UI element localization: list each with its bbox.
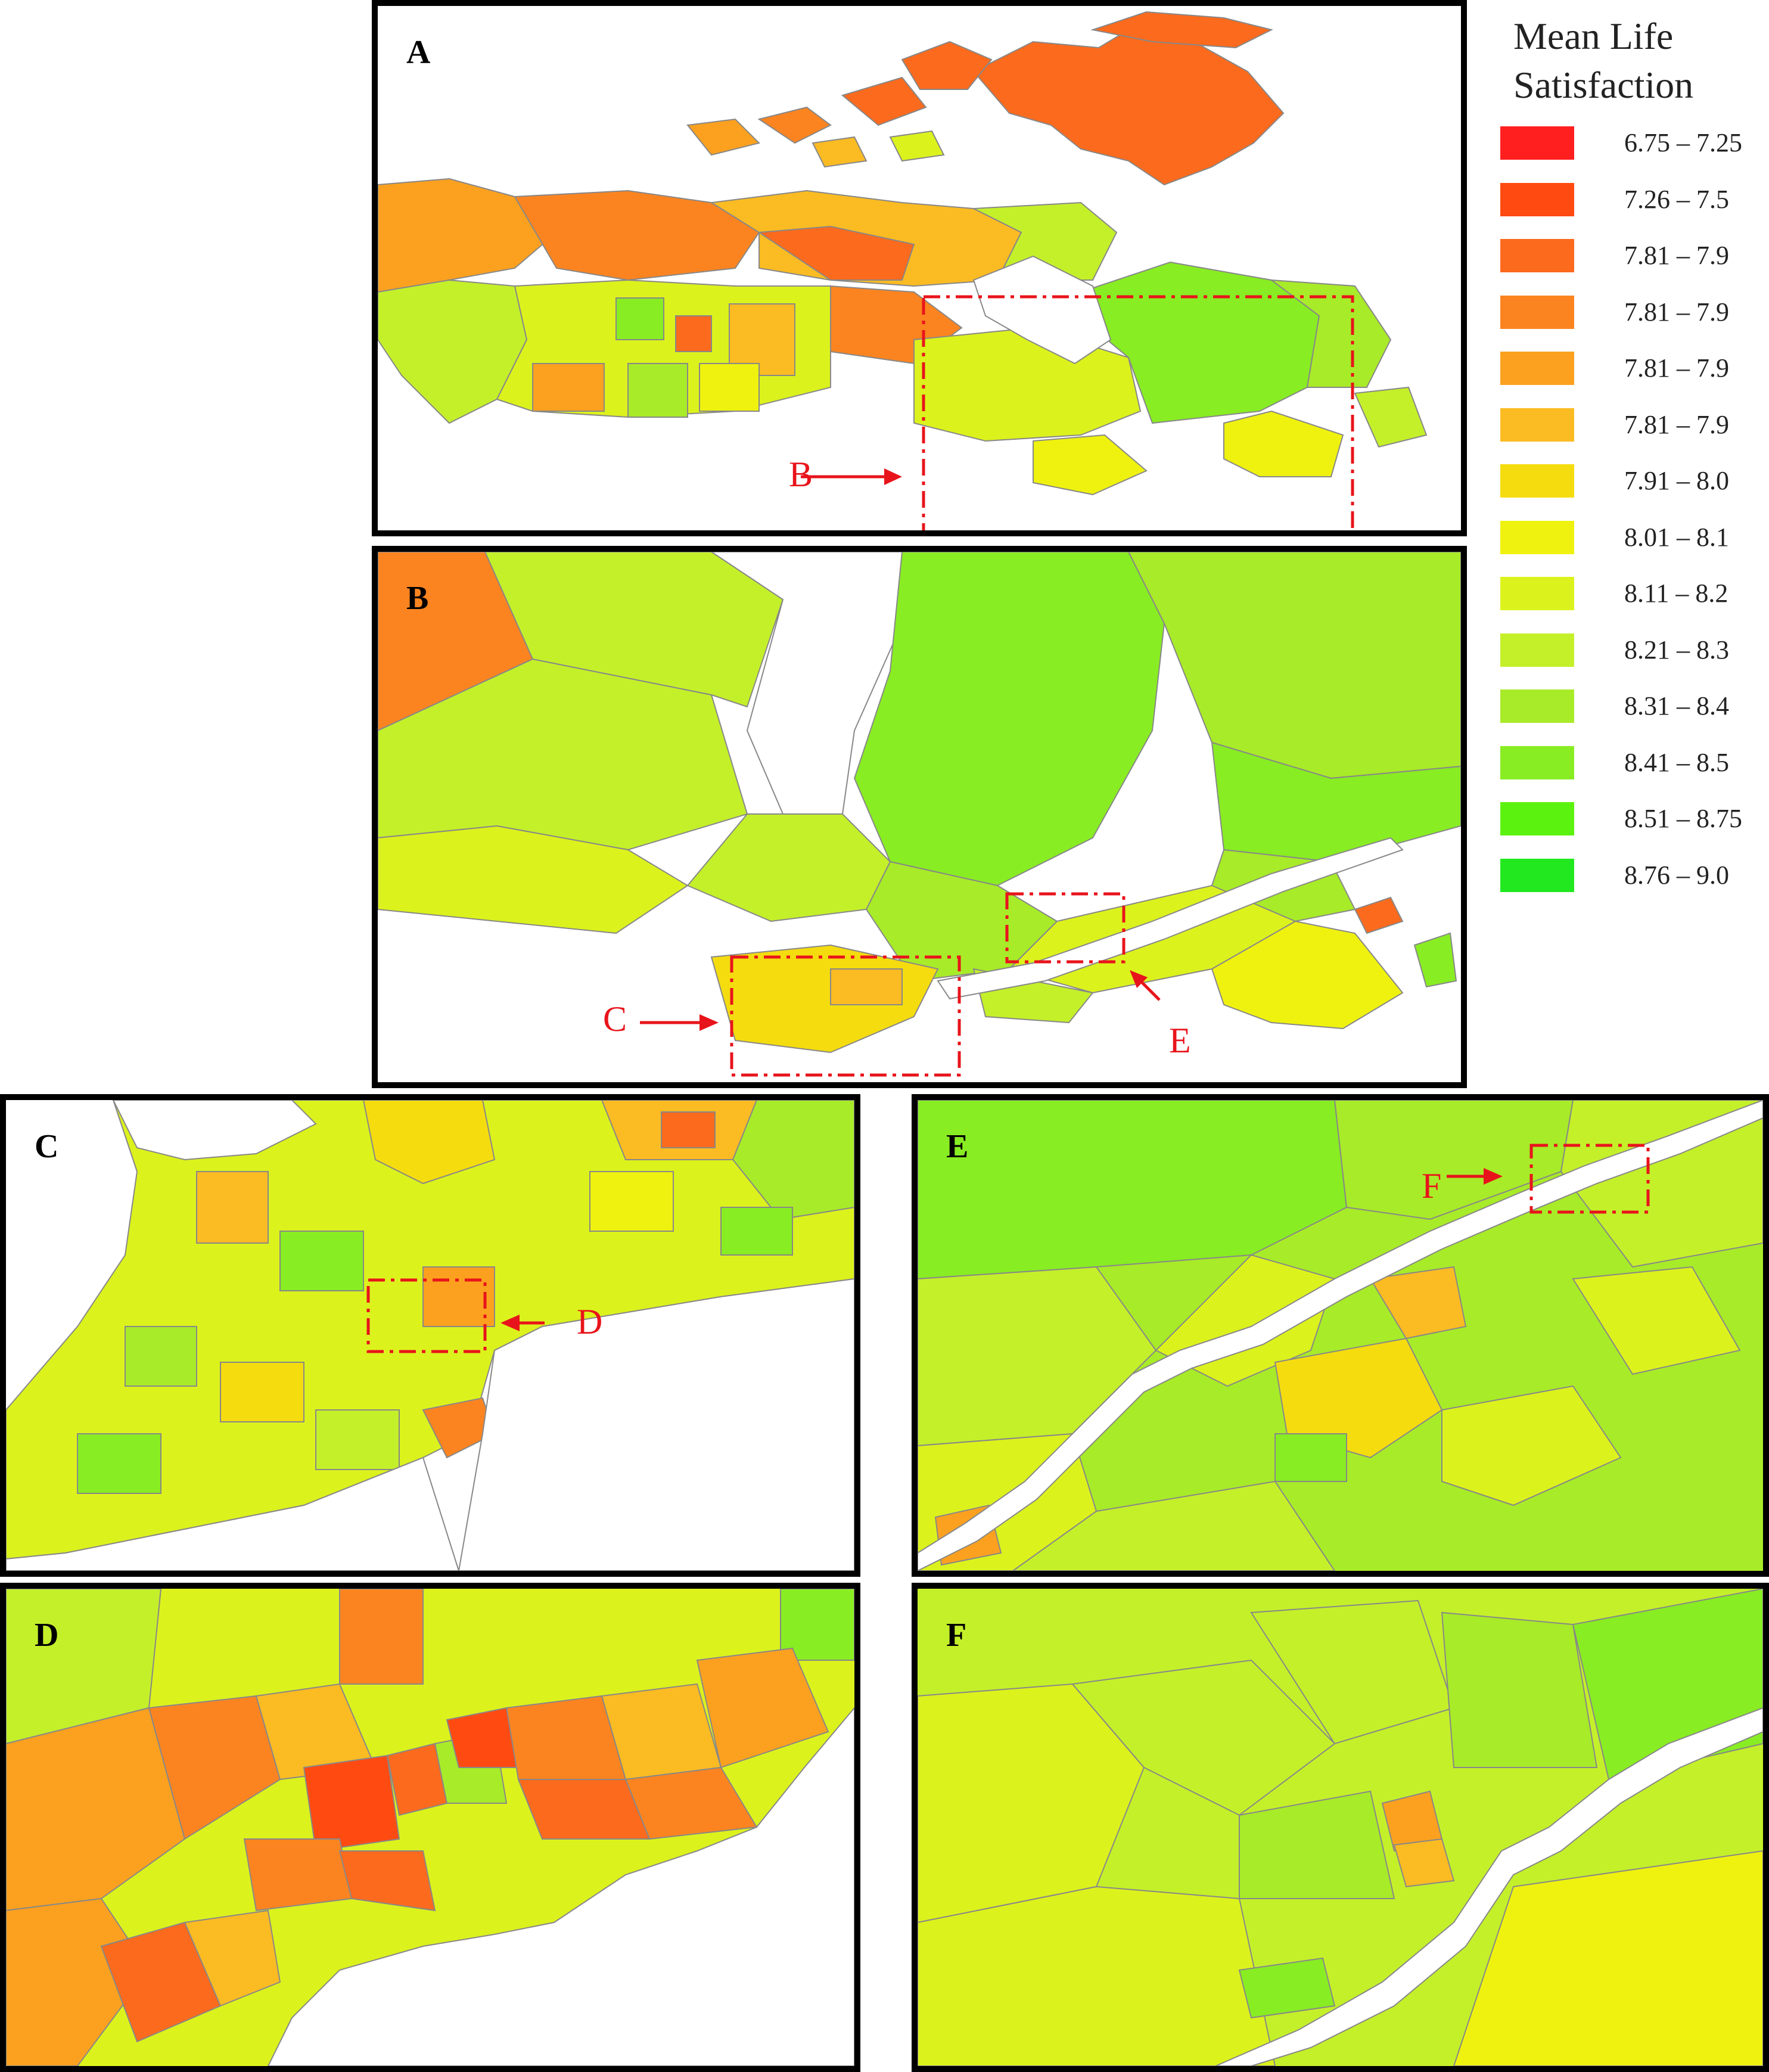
toronto-area-map	[6, 1589, 854, 2066]
zoom-box-e	[1005, 892, 1126, 964]
nwt-region	[514, 190, 760, 281]
legend-label: 8.01 – 8.1	[1624, 522, 1729, 552]
ontario-region	[913, 327, 1142, 442]
legend-swatch	[1500, 408, 1574, 442]
st-lawrence-river-f	[1215, 1707, 1763, 2066]
panel-b: B C E	[372, 546, 1467, 1088]
panel-f: F	[912, 1583, 1769, 2072]
legend-title-line1: Mean Life	[1513, 15, 1674, 57]
arctic-islands-east	[972, 29, 1285, 186]
legend-label: 8.11 – 8.2	[1624, 579, 1728, 608]
legend-label: 8.51 – 8.75	[1624, 804, 1742, 833]
zoom-box-c	[730, 955, 961, 1077]
eastern-canada-map	[378, 552, 1461, 1077]
panel-d: D	[0, 1583, 860, 2072]
callout-c: C	[603, 999, 627, 1039]
legend-title: Mean Life Satisfaction	[1513, 12, 1752, 110]
legend-swatch	[1500, 802, 1574, 835]
legend-swatch	[1500, 352, 1574, 385]
panel-e-label: E	[946, 1128, 969, 1165]
quebec-corridor-map	[918, 1100, 1763, 1571]
zoom-box-f	[1529, 1144, 1650, 1214]
legend-swatch	[1500, 126, 1574, 160]
legend-swatch	[1500, 239, 1574, 272]
panel-b-label: B	[406, 580, 429, 617]
st-lawrence-river-e	[918, 1100, 1763, 1571]
lake-huron	[112, 1100, 317, 1161]
legend-swatch	[1500, 295, 1574, 329]
legend-swatch	[1500, 464, 1574, 498]
southern-ontario-region	[710, 944, 939, 1054]
callout-d: D	[577, 1302, 603, 1341]
legend-label: 8.31 – 8.4	[1624, 691, 1729, 720]
legend-swatch	[1500, 745, 1574, 779]
maritimes-region	[1211, 920, 1404, 1030]
hudson-bay	[972, 255, 1112, 365]
callout-f: F	[1422, 1166, 1442, 1206]
labrador-region	[1269, 279, 1392, 388]
canada-map	[378, 11, 1428, 530]
legend-swatch	[1500, 577, 1574, 610]
callout-b: B	[789, 455, 813, 494]
legend-swatch	[1500, 520, 1574, 554]
legend-swatch	[1500, 633, 1574, 667]
quebec-city-area-map	[918, 1589, 1763, 2066]
lake-ontario	[458, 1278, 854, 1571]
callout-e: E	[1169, 1021, 1191, 1060]
atlantic-region	[1223, 410, 1344, 477]
panel-c-label: C	[35, 1128, 59, 1165]
lake-erie	[6, 1456, 460, 1571]
southwest-ontario-map	[6, 1100, 854, 1571]
st-lawrence-river	[937, 837, 1404, 1000]
quebec-region	[1080, 261, 1320, 424]
legend-label: 8.21 – 8.3	[1624, 635, 1729, 664]
legend-label: 6.75 – 7.25	[1624, 128, 1742, 157]
legend-label: 7.81 – 7.9	[1624, 297, 1729, 327]
panel-a: A	[372, 0, 1467, 536]
panel-e: E F	[912, 1094, 1769, 1577]
panel-a-label: A	[406, 34, 431, 71]
legend-swatch	[1500, 689, 1574, 723]
arctic-islands-west	[901, 41, 993, 90]
legend-label: 7.26 – 7.5	[1624, 184, 1729, 214]
lake-ontario-shore	[267, 1707, 854, 2066]
panel-f-label: F	[946, 1617, 967, 1654]
legend-label: 7.81 – 7.9	[1624, 409, 1729, 439]
zoom-box-b	[922, 295, 1354, 530]
zoom-box-d	[366, 1278, 487, 1353]
legend-label: 8.76 – 9.0	[1624, 860, 1729, 890]
legend-title-line2: Satisfaction	[1513, 64, 1694, 106]
ellesmere-island	[1090, 11, 1273, 49]
legend-swatch	[1500, 182, 1574, 216]
panel-c: C D	[0, 1094, 860, 1577]
legend-label: 8.41 – 8.5	[1624, 747, 1729, 777]
legend-swatch	[1500, 858, 1574, 892]
legend-label: 7.91 – 8.0	[1624, 466, 1729, 495]
legend-label: 7.81 – 7.9	[1624, 241, 1729, 270]
legend-label: 7.81 – 7.9	[1624, 353, 1729, 383]
panel-d-label: D	[35, 1617, 59, 1654]
